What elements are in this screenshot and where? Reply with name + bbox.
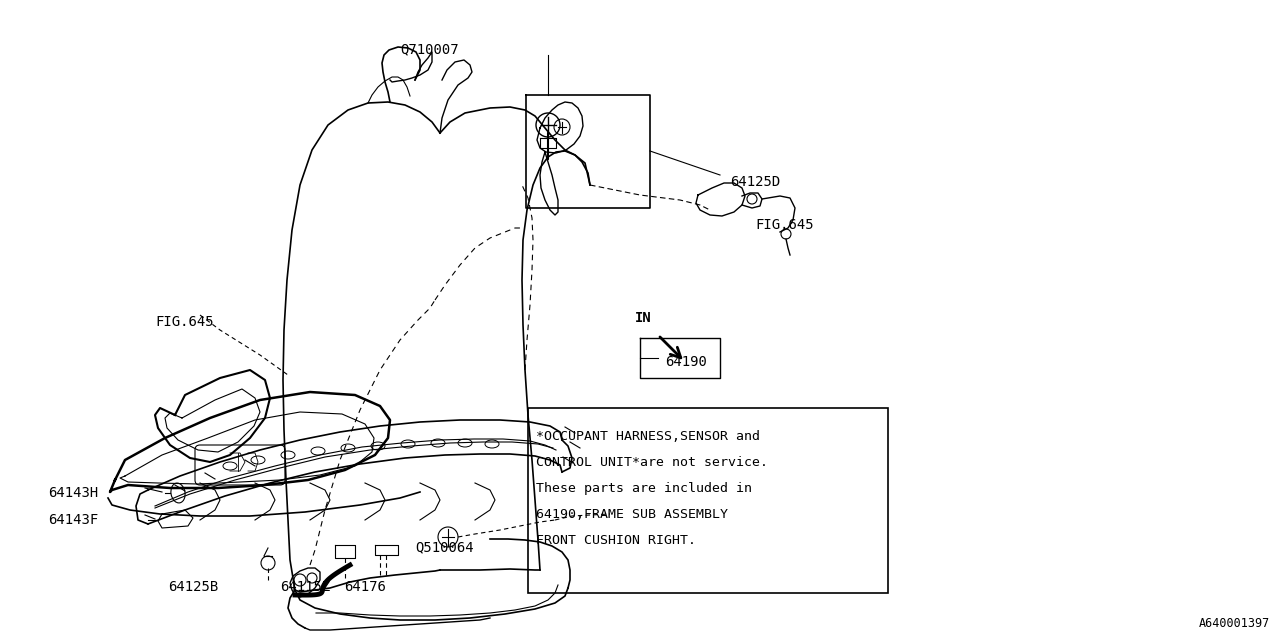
Text: *OCCUPANT HARNESS,SENSOR and: *OCCUPANT HARNESS,SENSOR and <box>536 430 760 443</box>
Text: 64190,FRAME SUB ASSEMBLY: 64190,FRAME SUB ASSEMBLY <box>536 508 728 521</box>
Text: 64143H: 64143H <box>49 486 99 500</box>
Text: CONTROL UNIT*are not service.: CONTROL UNIT*are not service. <box>536 456 768 469</box>
Text: 64125B: 64125B <box>168 580 218 594</box>
Text: Q710007: Q710007 <box>401 42 460 56</box>
Text: 64143F: 64143F <box>49 513 99 527</box>
Bar <box>529 408 888 593</box>
Text: 64125D: 64125D <box>730 175 781 189</box>
Text: FIG.645: FIG.645 <box>155 315 214 329</box>
Text: 64176: 64176 <box>344 580 387 594</box>
Text: 64115Z: 64115Z <box>280 580 330 594</box>
Text: These parts are included in: These parts are included in <box>536 482 753 495</box>
Text: A640001397: A640001397 <box>1199 617 1270 630</box>
Text: Q510064: Q510064 <box>416 540 475 554</box>
Text: FIG.645: FIG.645 <box>755 218 814 232</box>
Text: 64190: 64190 <box>666 355 707 369</box>
Text: FRONT CUSHION RIGHT.: FRONT CUSHION RIGHT. <box>536 534 696 547</box>
Text: IN: IN <box>635 311 652 325</box>
